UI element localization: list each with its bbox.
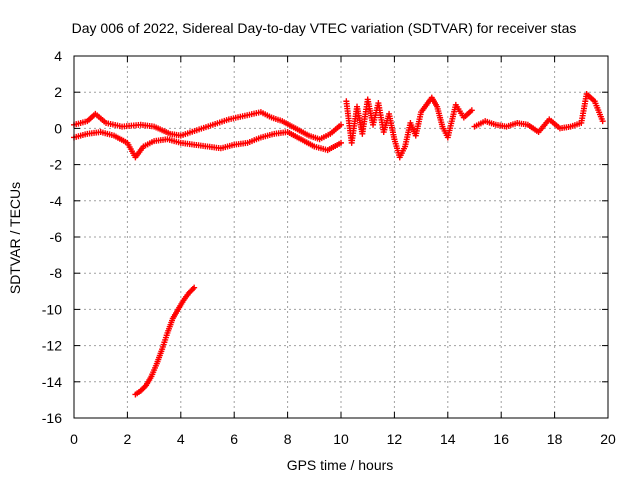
y-tick-label: -8 [50,265,63,281]
y-axis-label: SDTVAR / TECUs [7,182,23,294]
y-tick-label: -4 [50,193,63,209]
data-point [338,139,344,146]
plot-frame [73,55,609,419]
x-tick-label: 14 [440,431,456,447]
y-tick-label: -14 [42,374,62,390]
x-tick-label: 0 [70,431,78,447]
data-points [71,91,606,398]
x-tick-label: 12 [387,431,403,447]
x-axis-label: GPS time / hours [287,457,394,473]
data-point [338,121,344,128]
x-tick-label: 16 [493,431,509,447]
x-tick-label: 20 [600,431,616,447]
data-point [191,284,198,291]
y-tick-label: 4 [54,48,62,64]
y-tick-label: -10 [42,301,62,317]
y-tick-label: 0 [54,120,62,136]
y-tick-label: -2 [50,157,63,173]
y-tick-labels: 4 2 0 -2 -4 -6 -8 -10 -12 -14 -16 [42,48,62,426]
chart-title: Day 006 of 2022, Sidereal Day-to-day VTE… [72,20,577,36]
data-point [468,107,475,114]
x-tick-label: 2 [124,431,132,447]
x-tick-label: 10 [333,431,349,447]
y-tick-label: -16 [42,410,62,426]
y-tick-label: 2 [54,84,62,100]
x-tick-label: 6 [230,431,238,447]
x-tick-label: 4 [177,431,185,447]
x-tick-label: 8 [284,431,292,447]
y-tick-label: -12 [42,338,62,354]
x-tick-labels: 0 2 4 6 8 10 12 14 16 18 20 [70,431,616,447]
grid [74,56,608,418]
data-point [599,118,606,125]
x-tick-label: 18 [547,431,563,447]
y-tick-label: -6 [50,229,63,245]
